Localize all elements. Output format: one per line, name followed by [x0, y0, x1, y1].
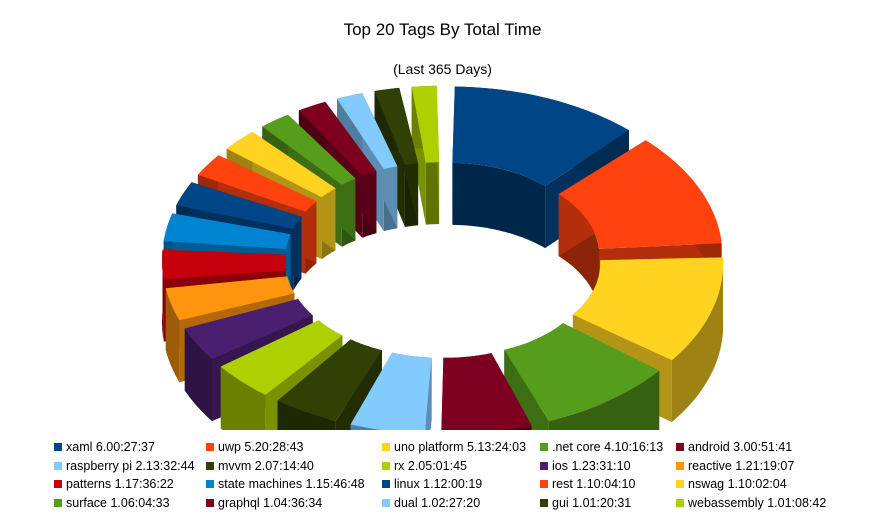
legend-item: uwp 5.20:28:43	[206, 439, 304, 456]
doughnut-chart	[162, 85, 724, 430]
legend-label: webassembly 1.01:08:42	[688, 495, 827, 510]
legend-item: nswag 1.10:02:04	[676, 476, 787, 493]
legend-swatch	[206, 498, 214, 507]
legend-swatch	[54, 461, 62, 470]
legend-swatch	[54, 498, 62, 507]
chart-subtitle: (Last 365 Days)	[393, 61, 492, 77]
slice-android	[441, 353, 532, 430]
legend-label: mvvm 2.07:14:40	[218, 458, 314, 473]
legend-label: uwp 5.20:28:43	[218, 440, 304, 454]
legend-item: graphql 1.04:36:34	[206, 495, 322, 512]
legend-swatch	[206, 461, 214, 470]
legend-item: gui 1.01:20:31	[540, 495, 631, 512]
legend-item: ios 1.23:31:10	[540, 458, 631, 475]
legend-swatch	[54, 480, 62, 488]
legend-item: reactive 1.21:19:07	[676, 458, 794, 475]
legend-label: state machines 1.15:46:48	[218, 477, 365, 491]
legend-swatch	[540, 461, 548, 470]
legend-label: uno platform 5.13:24:03	[394, 440, 527, 454]
chart-slices	[162, 85, 724, 430]
legend-label: patterns 1.17:36:22	[66, 477, 174, 491]
slice-raspberry-pi	[350, 352, 432, 430]
slice-mvvm	[277, 339, 382, 430]
legend-item: rx 2.05:01:45	[382, 458, 467, 475]
legend-swatch	[206, 480, 214, 488]
legend-swatch	[382, 461, 390, 470]
legend-item: android 3.00:51:41	[676, 439, 792, 456]
legend-item: mvvm 2.07:14:40	[206, 458, 314, 475]
legend-swatch	[540, 480, 548, 488]
legend-swatch	[676, 498, 684, 507]
chart-title: Top 20 Tags By Total Time	[343, 20, 542, 39]
legend-label: linux 1.12:00:19	[394, 477, 483, 491]
legend-label: rx 2.05:01:45	[394, 458, 467, 473]
legend-item: patterns 1.17:36:22	[54, 476, 174, 493]
legend-label: gui 1.01:20:31	[552, 495, 632, 510]
legend-swatch	[540, 443, 548, 451]
legend-item: surface 1.06:04:33	[54, 495, 170, 512]
legend-item: raspberry pi 2.13:32:44	[54, 458, 195, 475]
legend-swatch	[382, 498, 390, 507]
legend-label: xaml 6.00:27:37	[66, 440, 155, 454]
legend-swatch	[676, 461, 684, 470]
legend-swatch	[676, 443, 684, 451]
legend-swatch	[540, 498, 548, 507]
legend-swatch	[676, 480, 684, 488]
legend-label: rest 1.10:04:10	[552, 477, 636, 491]
legend-label: surface 1.06:04:33	[66, 495, 170, 510]
slice-webassembly	[411, 85, 440, 225]
legend-label: reactive 1.21:19:07	[688, 458, 795, 473]
slice--net-core	[504, 323, 660, 430]
legend-item: .net core 4.10:16:13	[540, 439, 663, 456]
legend-item: linux 1.12:00:19	[382, 476, 482, 493]
legend-label: .net core 4.10:16:13	[552, 440, 664, 454]
legend-swatch	[54, 443, 62, 451]
legend-item: state machines 1.15:46:48	[206, 476, 365, 493]
legend-item: uno platform 5.13:24:03	[382, 439, 526, 456]
slice-xaml	[452, 86, 629, 249]
legend-label: graphql 1.04:36:34	[218, 495, 323, 510]
legend-label: ios 1.23:31:10	[552, 458, 631, 473]
legend-swatch	[206, 443, 214, 451]
legend-label: android 3.00:51:41	[688, 440, 793, 454]
legend-label: dual 1.02:27:20	[394, 495, 481, 510]
legend-swatch	[382, 443, 390, 451]
legend-label: raspberry pi 2.13:32:44	[66, 458, 195, 473]
legend-item: dual 1.02:27:20	[382, 495, 480, 512]
legend-item: webassembly 1.01:08:42	[676, 495, 826, 512]
legend-label: nswag 1.10:02:04	[688, 477, 787, 491]
legend-item: rest 1.10:04:10	[540, 476, 635, 493]
legend-swatch	[382, 480, 390, 488]
legend-item: xaml 6.00:27:37	[54, 439, 155, 456]
